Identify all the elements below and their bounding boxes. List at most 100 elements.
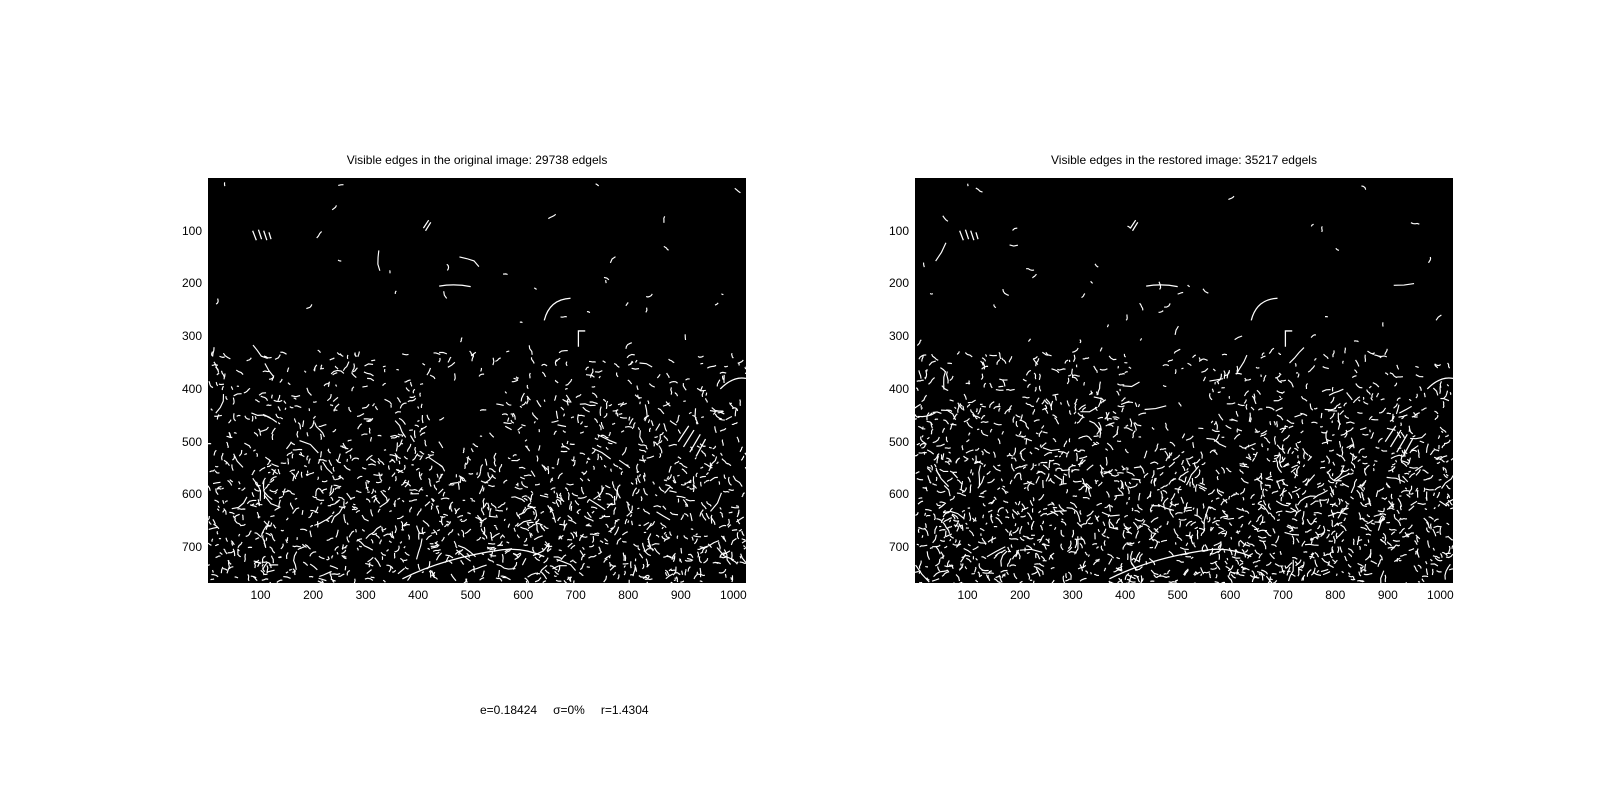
edge-stroke [1136,525,1144,531]
edge-stroke [1250,297,1278,321]
x-tick-label: 100 [957,588,978,602]
edge-stroke [1316,482,1322,485]
edge-stroke [461,529,465,538]
edge-stroke [1049,459,1055,462]
edge-stroke [433,484,438,491]
edge-stroke [1393,283,1415,286]
edge-stroke [1209,449,1216,454]
edge-stroke [402,548,545,580]
edge-stroke [942,521,951,534]
x-tick-label: 200 [303,588,324,602]
edge-stroke [450,573,457,582]
edge-stroke [1342,507,1349,513]
edge-stroke [391,531,395,539]
edge-stroke [1238,540,1241,547]
edge-stroke [1281,425,1287,434]
edge-stroke [697,355,704,358]
edge-stroke [1364,464,1370,471]
edge-stroke [439,416,445,421]
edge-stroke [271,427,276,435]
edge-stroke [1338,454,1346,462]
edge-stroke [1047,503,1054,506]
edge-stroke [1164,303,1171,308]
edge-stroke [1102,530,1106,535]
edge-stroke [1417,502,1426,505]
edge-stroke [1122,468,1126,471]
edge-stroke [343,555,347,558]
edge-stroke [1063,440,1068,448]
edge-stroke [1360,569,1363,573]
edge-stroke [1271,490,1279,495]
edge-stroke [554,359,558,367]
edge-stroke [1371,352,1375,355]
edge-stroke [667,536,671,539]
edge-stroke [1319,498,1328,501]
edge-stroke [950,423,957,426]
edge-stroke [484,458,488,466]
edge-stroke [942,511,950,518]
edge-stroke [1059,482,1067,486]
edge-stroke [1379,512,1387,516]
edge-stroke [470,497,474,500]
edge-stroke [674,392,679,397]
edge-stroke [1223,517,1235,520]
edge-stroke [553,395,557,401]
edge-stroke [944,461,951,465]
edge-stroke [1330,530,1336,535]
edge-stroke [332,396,339,403]
edge-stroke [1060,543,1064,551]
edge-stroke [422,519,430,527]
edge-stroke [1427,540,1431,548]
edge-stroke [965,522,968,525]
edge-stroke [1410,433,1427,440]
edge-stroke [1211,388,1214,393]
edge-stroke [736,518,741,525]
edge-stroke [980,421,989,424]
edge-stroke [1081,414,1084,418]
edge-stroke [1042,464,1050,471]
edge-stroke [1089,571,1092,575]
edge-stroke [1160,484,1169,489]
edge-stroke [1126,471,1135,477]
edge-stroke [727,476,732,486]
edge-stroke [610,468,613,472]
edge-stroke [437,528,441,532]
edge-stroke [613,488,621,499]
edge-stroke [534,483,541,486]
edge-stroke [1287,524,1294,532]
edge-stroke [560,494,565,503]
edge-stroke [925,514,931,517]
edge-stroke [929,547,933,550]
edge-stroke [1011,553,1017,560]
edge-stroke [605,446,609,450]
edge-stroke [352,503,356,506]
edge-stroke [957,402,964,410]
edge-stroke [370,488,374,495]
edge-stroke [1210,560,1218,565]
edge-stroke [1080,459,1084,462]
edge-stroke [967,399,976,404]
x-tick-label: 400 [1115,588,1136,602]
edge-stroke [246,357,252,362]
edge-stroke [534,556,540,562]
edge-stroke [1249,417,1252,423]
edge-stroke [588,554,597,559]
edge-stroke [1389,415,1395,422]
x-tick-label: 900 [670,588,691,602]
edge-stroke [277,394,281,402]
edge-stroke [470,448,474,453]
edge-stroke [722,375,724,380]
edge-stroke [974,455,977,464]
edge-stroke [1176,536,1183,542]
edge-stroke [936,443,945,447]
edge-stroke [565,361,568,367]
edge-stroke [611,422,616,425]
edge-stroke [1017,501,1021,506]
edge-stroke [223,459,230,467]
edge-stroke [1400,454,1403,463]
edge-stroke [1363,487,1365,490]
edge-stroke [281,490,290,493]
edge-stroke [731,353,734,359]
edge-stroke [654,441,659,446]
edge-stroke [335,458,341,464]
